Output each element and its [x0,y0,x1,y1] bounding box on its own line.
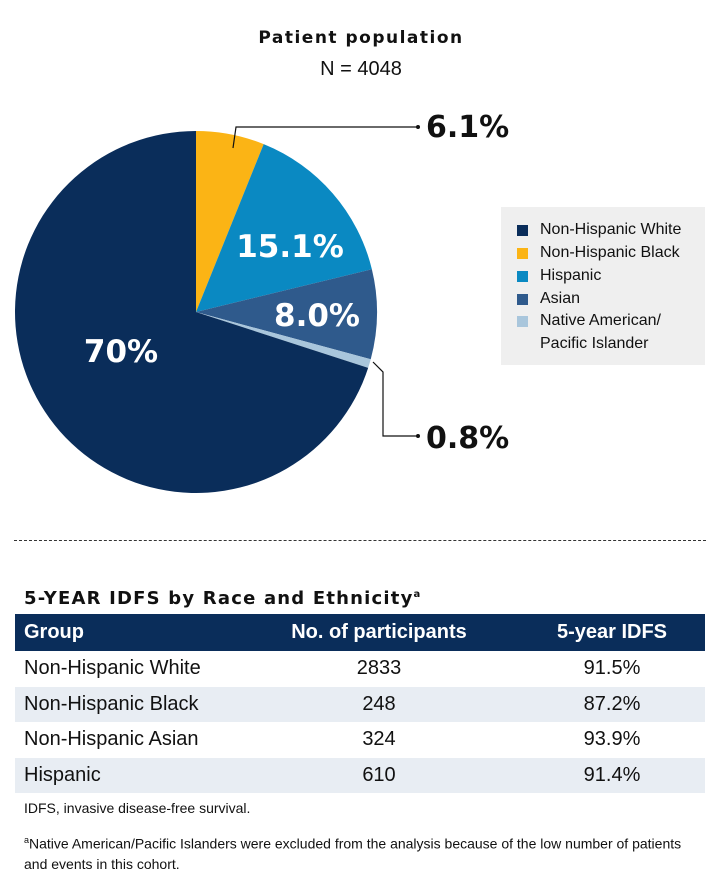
section-divider [14,540,706,541]
legend-label: Pacific Islander [540,335,649,352]
data-label: 70% [84,334,158,370]
legend-label: Non-Hispanic Black [540,244,680,261]
header-participants: No. of participants [239,614,519,651]
legend-swatch [517,248,528,259]
legend-swatch [517,294,528,305]
header-idfs: 5-year IDFS [519,614,705,651]
footnote-text: Native American/Pacific Islanders were e… [24,835,682,872]
legend-label: Non-Hispanic White [540,221,682,238]
table-row: Non-Hispanic Asian 324 93.9% [15,722,705,758]
table-title-footnote-marker: a [413,589,421,600]
legend-label: Asian [540,290,581,307]
cell-idfs: 87.2% [519,686,705,722]
cell-idfs: 91.5% [583,657,641,680]
cell-idfs: 91.4% [519,757,705,793]
legend-swatch [517,225,528,236]
cell-idfs: 93.9% [583,728,641,751]
legend-swatch [517,271,528,282]
cell-participants: 324 [362,728,396,751]
table-row: Non-Hispanic Black 248 87.2% [15,686,705,722]
cell-group: Non-Hispanic Black [15,686,239,722]
legend-label: Native American/ [540,312,661,329]
pie-slice-native-american-pacific-islander [196,312,371,368]
chart-subtitle: N = 4048 [320,58,402,80]
data-label: 8.0% [274,298,360,334]
cell-group: Hispanic [15,757,239,793]
idfs-table: Group No. of participants 5-year IDFS No… [15,614,705,793]
cell-group: Non-Hispanic Asian [24,728,199,751]
pie-slice-hispanic [196,144,372,312]
chart-legend: Non-Hispanic White Non-Hispanic Black Hi… [501,207,705,365]
leader-line [232,126,418,149]
chart-title: Patient population [258,28,464,48]
cell-participants: 248 [239,686,519,722]
data-label: 15.1% [236,229,344,265]
header-group: Group [15,614,239,651]
footnote-marker: a [24,835,30,845]
cell-group: Non-Hispanic White [24,657,201,680]
table-title-text: 5-YEAR IDFS by Race and Ethnicity [24,588,414,609]
table-title: 5-YEAR IDFS by Race and Ethnicitya [24,588,420,609]
leader-dot [416,125,420,129]
pie-slice-non-hispanic-white [15,131,369,493]
legend-swatch [517,316,528,327]
table-header-row: Group No. of participants 5-year IDFS [15,614,705,651]
pie-slice-non-hispanic-black [196,131,264,312]
leader-dot [416,434,420,438]
table-row: Hispanic 610 91.4% [15,757,705,793]
cell-participants: 610 [239,757,519,793]
table-row: Non-Hispanic White 2833 91.5% [15,651,705,687]
legend-label: Hispanic [540,267,602,284]
pie-slice-asian [196,269,378,360]
leader-line [372,361,418,437]
cell-participants: 2833 [356,657,402,680]
data-label: 0.8% [426,421,509,456]
footnote-exclusion: aNative American/Pacific Islanders were … [24,830,704,874]
pie-chart: 6.1% 15.1% 8.0% 0.8% 70% [15,110,509,493]
footnote-abbreviation: IDFS, invasive disease-free survival. [24,800,251,816]
data-label: 6.1% [426,110,509,145]
